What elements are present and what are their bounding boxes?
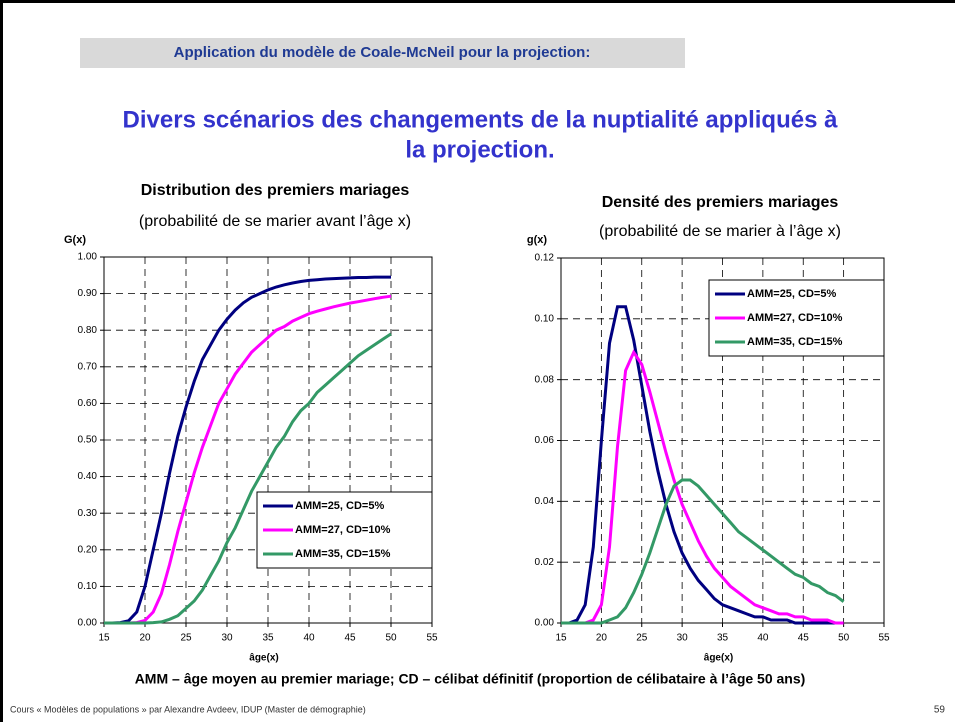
y-tick-label: 0.02 bbox=[535, 557, 555, 568]
page-number: 59 bbox=[934, 705, 946, 716]
header-box bbox=[80, 38, 685, 68]
y-tick-label: 0.00 bbox=[535, 618, 555, 629]
x-tick-label: 20 bbox=[596, 633, 608, 644]
x-tick-label: 40 bbox=[757, 633, 769, 644]
x-tick-label: 25 bbox=[636, 633, 648, 644]
x-tick-label: 35 bbox=[262, 633, 274, 644]
header: Application du modèle de Coale-McNeil po… bbox=[174, 44, 591, 61]
legend-label: AMM=25, CD=5% bbox=[747, 288, 836, 300]
y-tick-label: 0.60 bbox=[78, 398, 98, 409]
x-axis-label: âge(x) bbox=[704, 653, 733, 664]
x-tick-label: 45 bbox=[344, 633, 356, 644]
footer: Cours « Modèles de populations » par Ale… bbox=[10, 704, 366, 714]
x-tick-label: 20 bbox=[139, 633, 151, 644]
series-line bbox=[104, 332, 392, 625]
legend-label: AMM=35, CD=15% bbox=[747, 336, 843, 348]
x-tick-label: 45 bbox=[798, 633, 810, 644]
title-line: la projection. bbox=[405, 136, 554, 163]
x-tick-label: 25 bbox=[180, 633, 192, 644]
title-line: Divers scénarios des changements de la n… bbox=[123, 106, 839, 133]
legend-label: AMM=27, CD=10% bbox=[747, 312, 843, 324]
chart-subtitle: (probabilité de se marier à l’âge x) bbox=[599, 223, 841, 240]
x-tick-label: 50 bbox=[385, 633, 397, 644]
x-tick-label: 15 bbox=[555, 633, 567, 644]
chart-title: Densité des premiers mariages bbox=[602, 194, 839, 211]
series-line bbox=[561, 349, 844, 625]
x-tick-label: 30 bbox=[221, 633, 233, 644]
x-tick-label: 30 bbox=[677, 633, 689, 644]
y-tick-label: 0.04 bbox=[535, 496, 555, 507]
y-tick-label: 0.00 bbox=[78, 618, 98, 629]
x-tick-label: 15 bbox=[98, 633, 110, 644]
y-tick-label: 0.50 bbox=[78, 435, 98, 446]
note: AMM – âge moyen au premier mariage; CD –… bbox=[135, 671, 806, 687]
y-tick-label: 0.80 bbox=[78, 325, 98, 336]
y-tick-label: 0.70 bbox=[78, 361, 98, 372]
x-axis-label: âge(x) bbox=[249, 653, 278, 664]
legend-label: AMM=25, CD=5% bbox=[295, 500, 384, 512]
y-tick-label: 1.00 bbox=[78, 252, 98, 263]
y-tick-label: 0.06 bbox=[535, 435, 555, 446]
y-tick-label: 0.10 bbox=[535, 313, 555, 324]
plot-frame bbox=[103, 256, 433, 624]
y-tick-label: 0.40 bbox=[78, 471, 98, 482]
series-line bbox=[104, 275, 391, 625]
y-tick-label: 0.20 bbox=[78, 544, 98, 555]
y-axis-label: g(x) bbox=[527, 234, 548, 246]
x-tick-label: 40 bbox=[303, 633, 315, 644]
x-tick-label: 55 bbox=[426, 633, 438, 644]
y-tick-label: 0.10 bbox=[78, 581, 98, 592]
x-tick-label: 35 bbox=[717, 633, 729, 644]
y-axis-label: G(x) bbox=[64, 234, 86, 246]
y-tick-label: 0.30 bbox=[78, 508, 98, 519]
chart-subtitle: (probabilité de se marier avant l’âge x) bbox=[139, 213, 411, 230]
legend-label: AMM=35, CD=15% bbox=[295, 548, 391, 560]
series-line bbox=[561, 305, 844, 625]
x-tick-label: 55 bbox=[878, 633, 890, 644]
y-tick-label: 0.12 bbox=[535, 253, 555, 264]
plot-frame bbox=[560, 257, 885, 624]
series-line bbox=[561, 478, 845, 625]
y-tick-label: 0.90 bbox=[78, 288, 98, 299]
x-tick-label: 50 bbox=[838, 633, 850, 644]
chart-title: Distribution des premiers mariages bbox=[141, 182, 410, 199]
y-tick-label: 0.08 bbox=[535, 374, 555, 385]
series-line bbox=[104, 294, 392, 625]
legend-label: AMM=27, CD=10% bbox=[295, 524, 391, 536]
